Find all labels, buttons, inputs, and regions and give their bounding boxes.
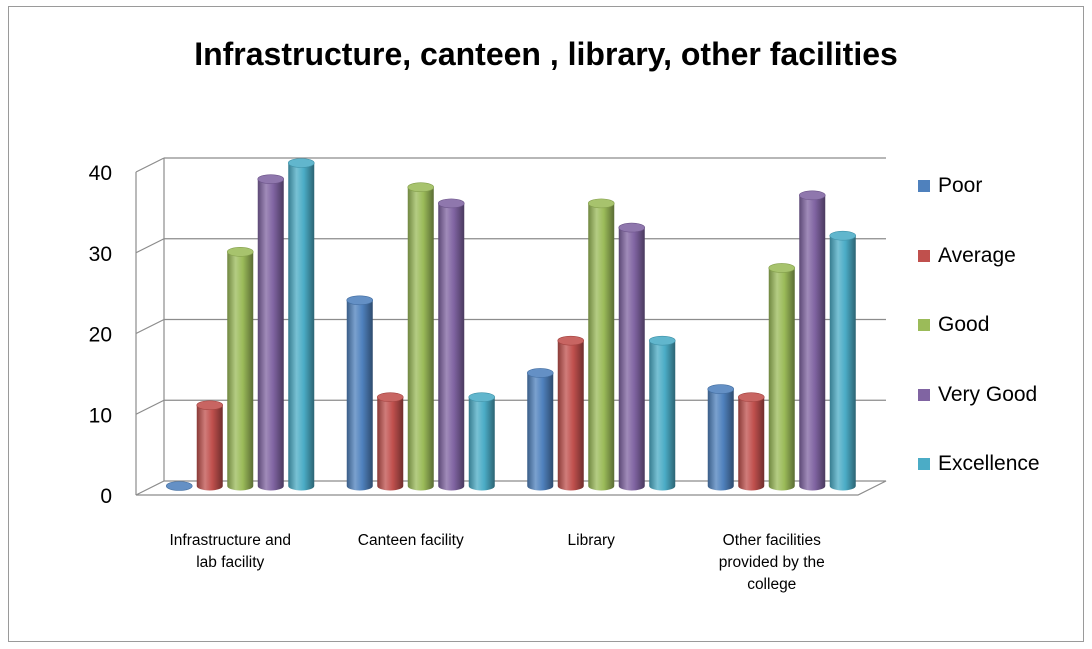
bar	[798, 190, 826, 491]
bar	[829, 230, 857, 491]
legend-label: Poor	[938, 174, 983, 197]
y-tick-label: 0	[100, 485, 112, 508]
bar	[226, 247, 254, 491]
legend-item: Average	[918, 244, 1016, 268]
bar	[587, 198, 615, 491]
legend-item: Very Good	[918, 383, 1037, 407]
legend-label: Good	[938, 313, 990, 336]
x-tick-label: Canteen facility	[358, 532, 464, 549]
bar	[468, 392, 496, 491]
y-tick-label: 30	[89, 243, 112, 266]
bar	[707, 384, 735, 491]
chart-title: Infrastructure, canteen , library, other…	[194, 36, 898, 72]
x-tick-label: Other facilities provided by the college	[719, 532, 825, 593]
x-tick-label: Library	[568, 532, 616, 549]
y-tick-label: 20	[89, 324, 112, 347]
bar	[196, 400, 224, 491]
bar	[768, 263, 796, 491]
legend-label: Average	[938, 243, 1016, 267]
legend-label: Very Good	[938, 382, 1038, 406]
bar	[376, 392, 404, 491]
chart-floor	[135, 480, 887, 496]
bar	[165, 481, 193, 491]
legend-item: Poor	[918, 174, 982, 198]
bar	[526, 368, 554, 491]
bar	[287, 158, 315, 491]
bar	[618, 222, 646, 491]
bar	[737, 392, 765, 491]
bar	[257, 174, 285, 491]
legend-swatch	[918, 319, 930, 331]
gridline-side	[135, 157, 165, 173]
legend-item: Excellence	[918, 452, 1040, 476]
gridline-side	[135, 238, 165, 254]
gridline-side	[135, 399, 165, 415]
bar	[407, 182, 435, 491]
chart-frame	[8, 6, 1084, 642]
gridline-side	[135, 318, 165, 335]
bar	[557, 335, 585, 491]
bar	[346, 295, 374, 491]
bar	[648, 335, 676, 491]
x-tick-label: Infrastructure and lab facility	[170, 532, 291, 571]
y-tick-label: 40	[89, 162, 112, 185]
legend-label: Excellence	[938, 452, 1040, 475]
y-tick-label: 10	[89, 404, 112, 427]
legend-swatch	[918, 180, 930, 192]
legend-swatch	[918, 458, 930, 470]
legend-item: Good	[918, 313, 989, 337]
legend-swatch	[918, 249, 930, 262]
legend-swatch	[918, 388, 930, 401]
bar	[437, 198, 465, 491]
